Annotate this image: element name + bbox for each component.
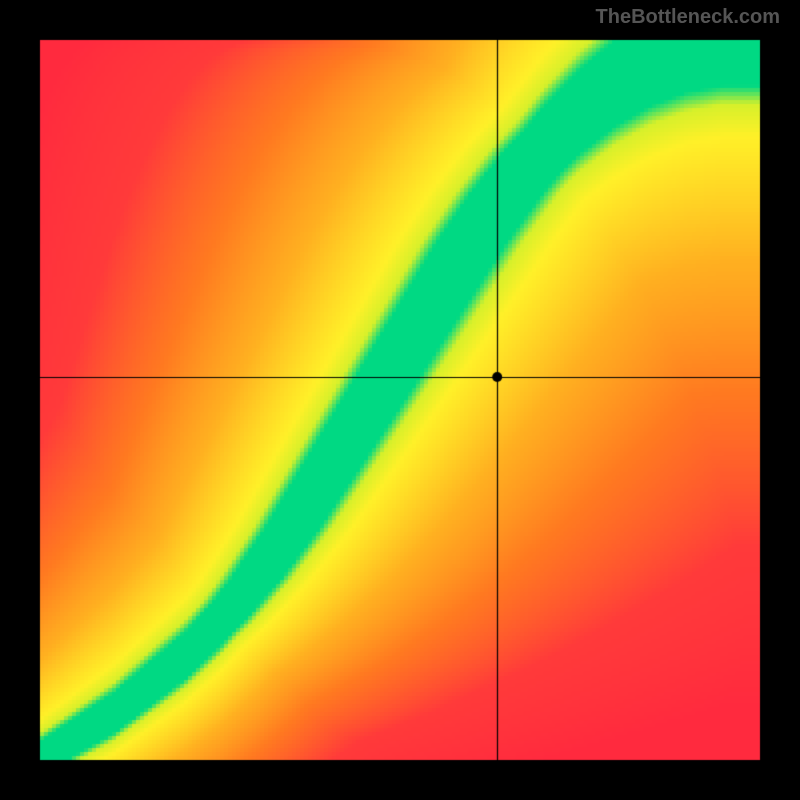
bottleneck-heatmap [0,0,800,800]
watermark-label: TheBottleneck.com [596,6,780,29]
